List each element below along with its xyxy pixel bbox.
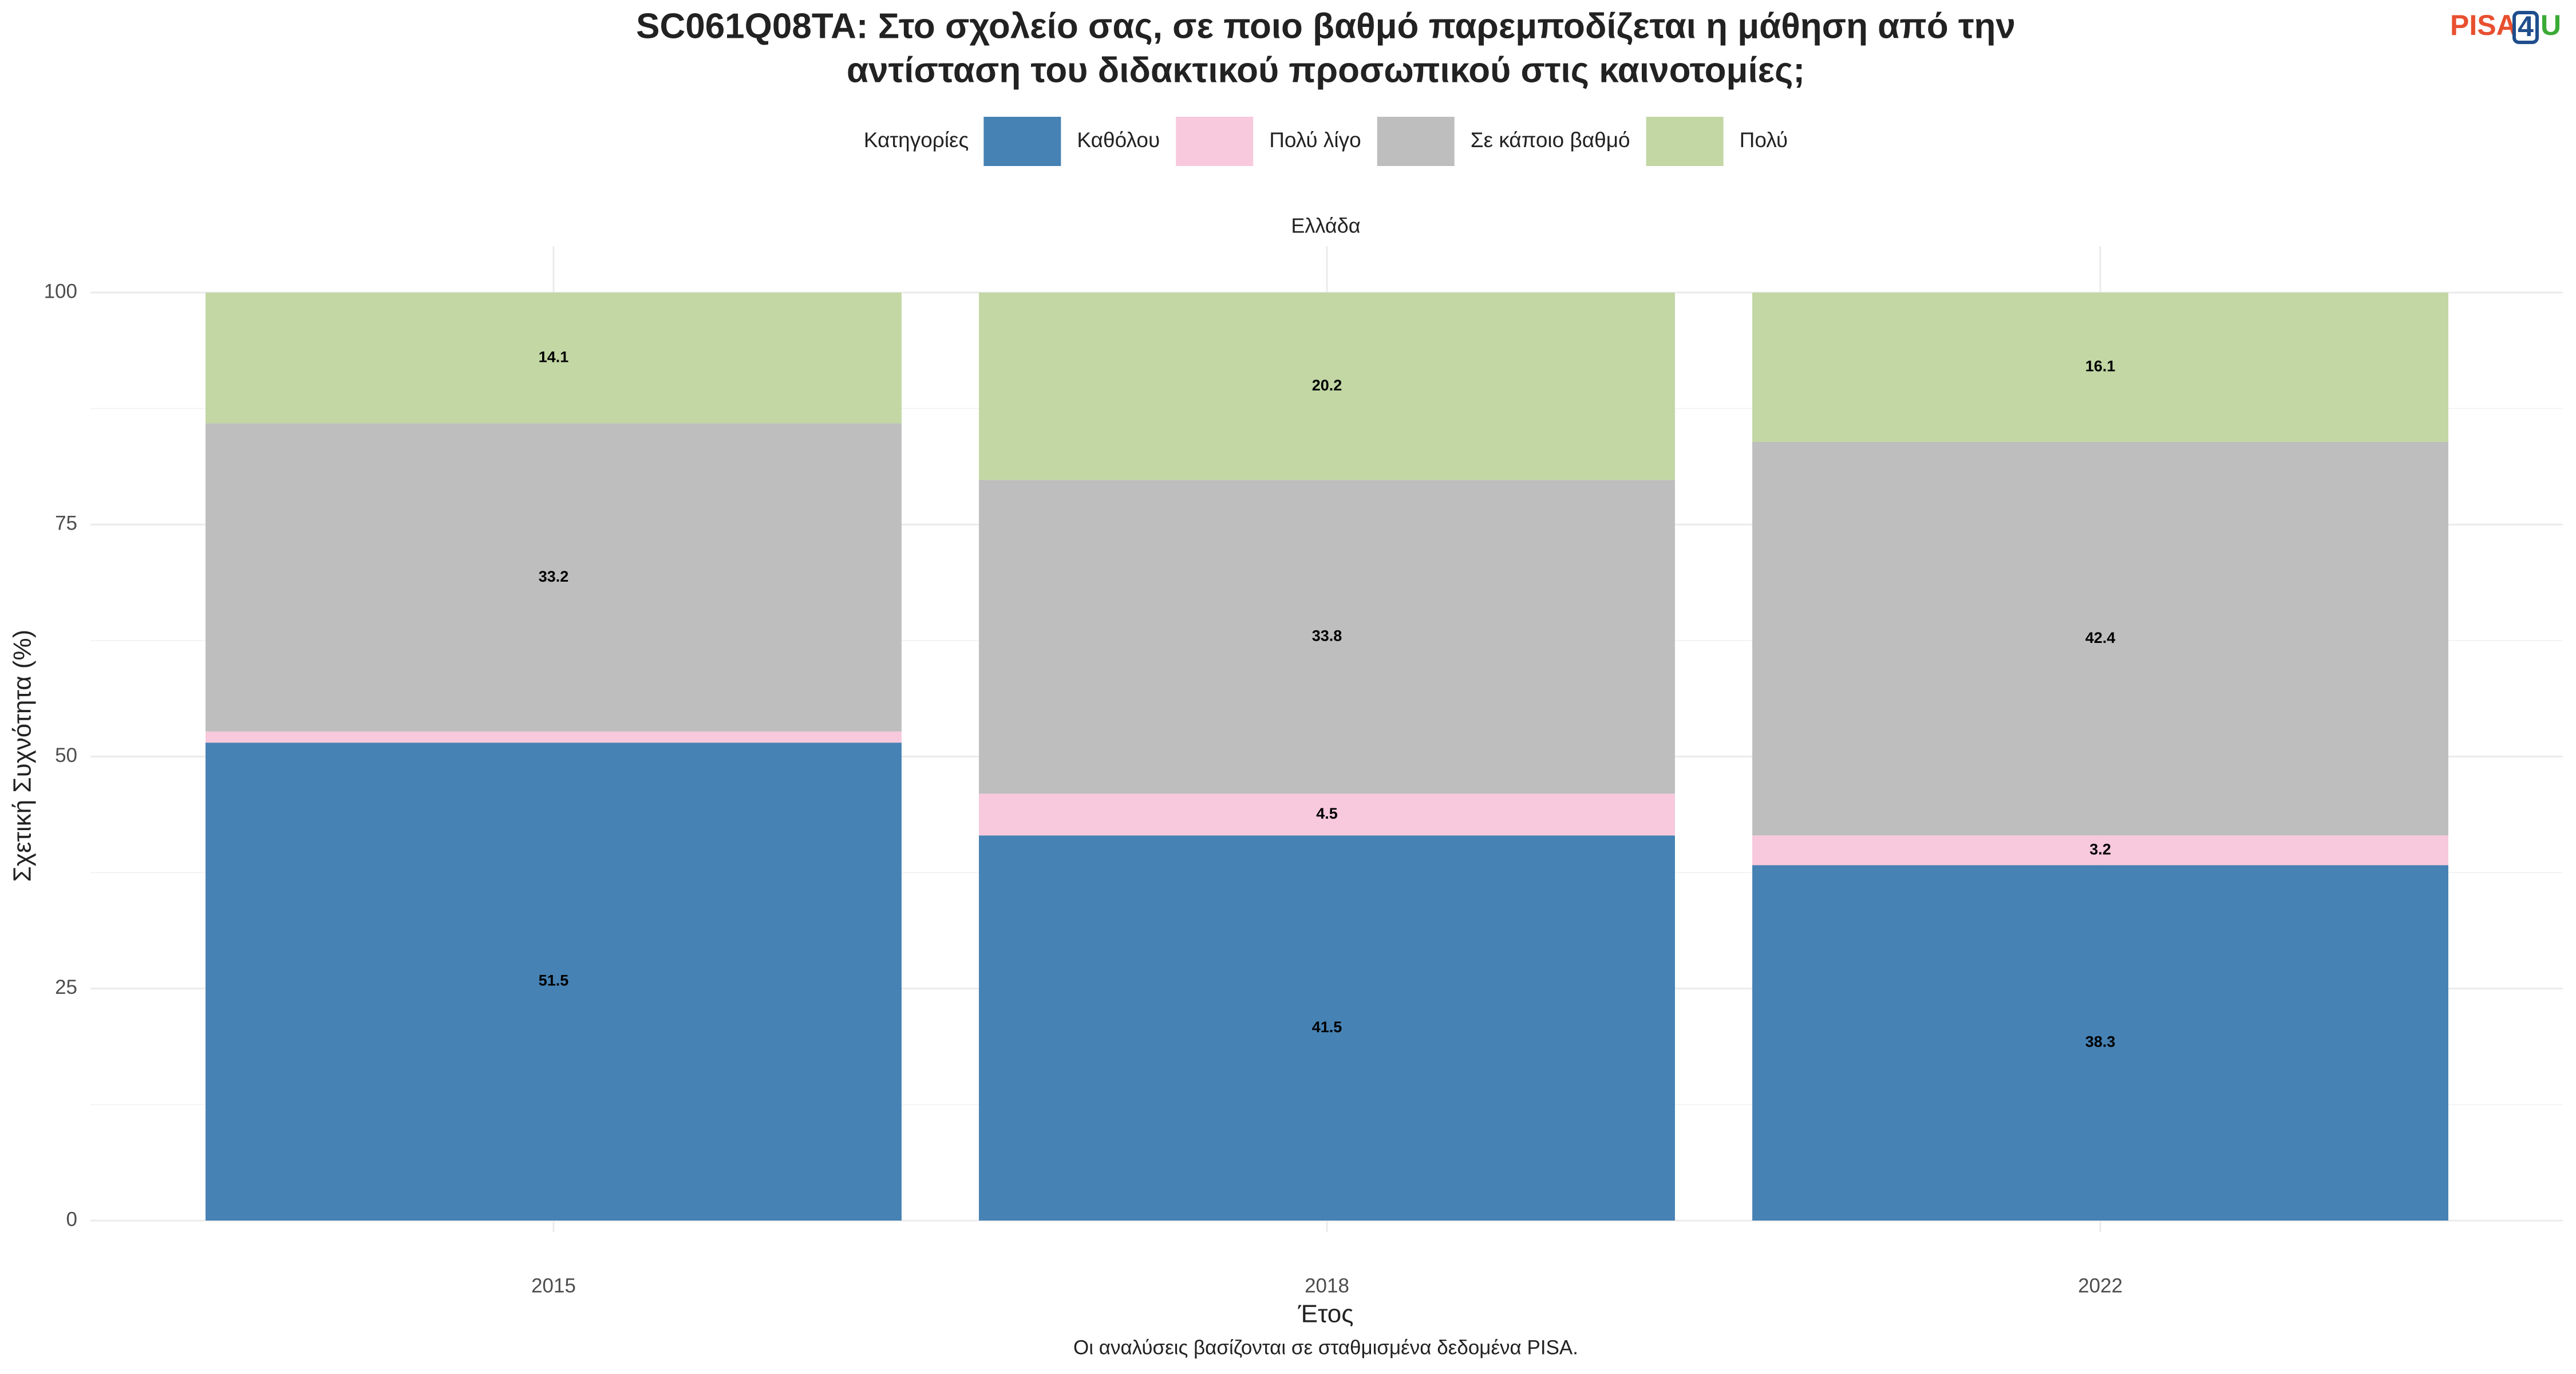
bar-segment [979,793,1675,836]
x-tick-label: 2015 [531,1274,576,1297]
legend-key [1646,117,1724,166]
legend: Κατηγορίες Καθόλου Πολύ λίγο Σε κάποιο βαθμ… [864,117,1788,166]
y-tick-label: 0 [66,1208,77,1230]
chart-title: αντίσταση του διδακτικού προσωπικού στις… [847,50,1805,90]
logo-text: PISA [2450,9,2517,41]
data-label: 41.5 [1312,1018,1342,1036]
bar-segment [1752,865,2448,1221]
x-tick-label: 2018 [1305,1274,1349,1297]
legend-label: Σε κάποιο βαθμό [1471,128,1630,152]
data-label: 3.2 [2089,840,2111,858]
data-label: 33.2 [539,568,569,585]
logo-text: U [2541,9,2561,41]
y-tick-label: 25 [55,976,77,998]
y-tick-label: 50 [55,744,77,767]
data-label: 42.4 [2085,629,2116,646]
bar-segment [206,293,902,424]
facet-label: Ελλάδα [1291,214,1360,238]
bar-segment [206,423,902,732]
bar-segment [206,731,902,743]
y-tick-label: 75 [55,512,77,535]
legend-key [1176,117,1254,166]
bar-segment [1752,293,2448,442]
data-label: 14.1 [539,348,569,365]
legend-label: Καθόλου [1077,128,1160,152]
x-tick-label: 2022 [2078,1274,2123,1297]
data-label: 33.8 [1312,627,1342,645]
data-label: 51.5 [539,972,569,989]
bar-segment [979,480,1675,794]
legend-title: Κατηγορίες [864,128,969,152]
logo-text: 4 [2518,10,2534,42]
data-label: 20.2 [1312,377,1342,394]
logo: PISA 4 U [2450,9,2561,44]
y-tick-label: 100 [44,280,77,302]
legend-label: Πολύ [1740,128,1788,152]
chart-title: SC061Q08TA: Στο σχολείο σας, σε ποιο βαθ… [636,6,2016,46]
bar-segment [979,835,1675,1221]
caption: Οι αναλύσεις βασίζονται σε σταθμισμένα δ… [1073,1336,1578,1359]
data-label: 4.5 [1316,805,1338,822]
data-label: 16.1 [2085,358,2116,375]
x-axis-title: Έτος [1298,1300,1354,1328]
legend-label: Πολύ λίγο [1269,128,1361,152]
bar-segment [206,743,902,1221]
legend-key [1377,117,1455,166]
bar-segment [1752,835,2448,866]
logo-box [2512,11,2539,44]
bar-segment [1752,441,2448,836]
bar-segment [979,293,1675,480]
data-label: 38.3 [2085,1033,2116,1051]
legend-key [983,117,1061,166]
y-axis-title: Σχετική Συχνότητα (%) [9,630,37,882]
